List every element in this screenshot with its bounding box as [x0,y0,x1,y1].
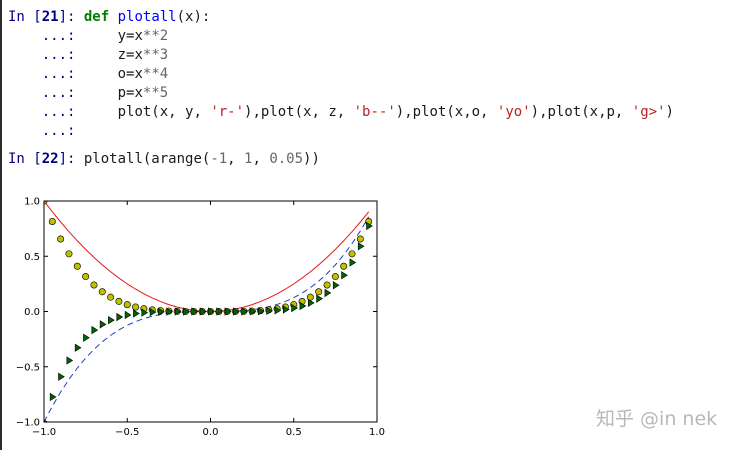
marker-point [66,356,74,365]
marker-point [366,221,373,231]
cell-selection-border [0,0,2,450]
marker-point [249,307,257,316]
marker-point [83,333,90,342]
marker-point [323,281,331,289]
marker-point [291,303,298,313]
series-line-b-- [44,216,370,422]
x-tick-label: 1.0 [369,427,385,438]
marker-point [208,307,215,316]
marker-point [44,419,49,422]
marker-point [183,307,190,316]
code-cell-22[interactable]: In [22]: plotall(arange(-1, 1, 0.05)) [8,150,320,169]
keyword-def: def [83,9,110,25]
marker-point [299,301,307,311]
marker-point [116,312,124,322]
marker-point [57,235,65,243]
marker-point [74,343,82,352]
code-cell-21[interactable]: In [21]: def plotall(x): ...: y=x**2 ...… [8,8,674,141]
code-line-empty: ...: [41,123,76,139]
marker-point [98,288,106,296]
marker-point [108,315,115,325]
prompt-in-22: In [22]: [8,151,84,167]
prompt-in-21: In [21]: [8,9,84,25]
marker-point [266,306,273,316]
marker-point [115,297,123,305]
marker-point [274,306,282,315]
marker-point [91,325,99,335]
x-tick-label: 0.5 [286,427,302,438]
marker-point [124,310,132,320]
y-tick-label: 0.5 [24,252,40,263]
marker-point [158,307,165,316]
marker-point [324,288,332,298]
marker-point [90,281,98,289]
marker-point [224,307,232,316]
plot-output: −1.0 −0.5 0.0 0.5 1.0 1.0 0.5 0.0 −0.5 −1.0 [16,197,385,439]
marker-point [348,250,356,258]
marker-point [58,372,65,381]
y-tick-label: 0.0 [24,307,40,318]
marker-point [349,258,357,267]
marker-point [199,307,207,316]
marker-point [282,305,290,314]
y-tick-label: 1.0 [24,197,40,208]
marker-point [356,235,364,243]
series-b-- [44,216,370,422]
marker-point [174,307,182,316]
marker-point [48,217,56,225]
marker-point [49,392,57,402]
marker-point [166,307,174,316]
x-tick-label: −1.0 [32,427,56,438]
marker-point [133,309,140,318]
code-line-p: ...: p=x**5 [41,85,169,101]
function-signature: (x): [176,9,211,25]
marker-point [331,273,339,281]
marker-point [316,294,323,303]
ticks-layer: −1.0 −0.5 0.0 0.5 1.0 1.0 0.5 0.0 −0.5 −1.0 [16,197,385,439]
marker-point [340,262,348,270]
code-line-z: ...: z=x**3 [41,47,169,63]
marker-point [332,281,340,290]
call-code: plotall(arange(-1, 1, 0.05)) [83,151,320,167]
marker-point [307,298,315,308]
marker-point [82,273,90,281]
code-line-plot: ...: plot(x, y, 'r-'),plot(x, z, 'b--'),… [41,104,674,120]
marker-point [257,307,265,316]
marker-point [123,301,131,309]
series-layer [44,201,373,422]
marker-point [132,303,140,311]
marker-point [141,308,149,317]
marker-point [107,293,115,301]
x-tick-label: 0.0 [203,427,219,438]
marker-point [216,307,223,316]
code-line-y: ...: y=x**2 [41,28,169,44]
function-name: plotall [117,9,177,25]
marker-point [341,271,348,280]
marker-point [73,262,81,270]
y-tick-label: −0.5 [16,362,40,373]
y-tick-label: −1.0 [16,418,40,429]
series-g> [44,221,373,422]
code-line-o: ...: o=x**4 [41,66,169,82]
marker-point [241,307,248,316]
marker-point [191,307,199,316]
marker-point [357,242,365,251]
x-tick-label: −0.5 [115,427,139,438]
marker-point [233,307,240,316]
marker-point [65,250,73,258]
marker-point [315,288,323,296]
marker-point [99,320,107,329]
watermark: 知乎 @in nek [596,408,718,430]
marker-point [149,307,157,317]
